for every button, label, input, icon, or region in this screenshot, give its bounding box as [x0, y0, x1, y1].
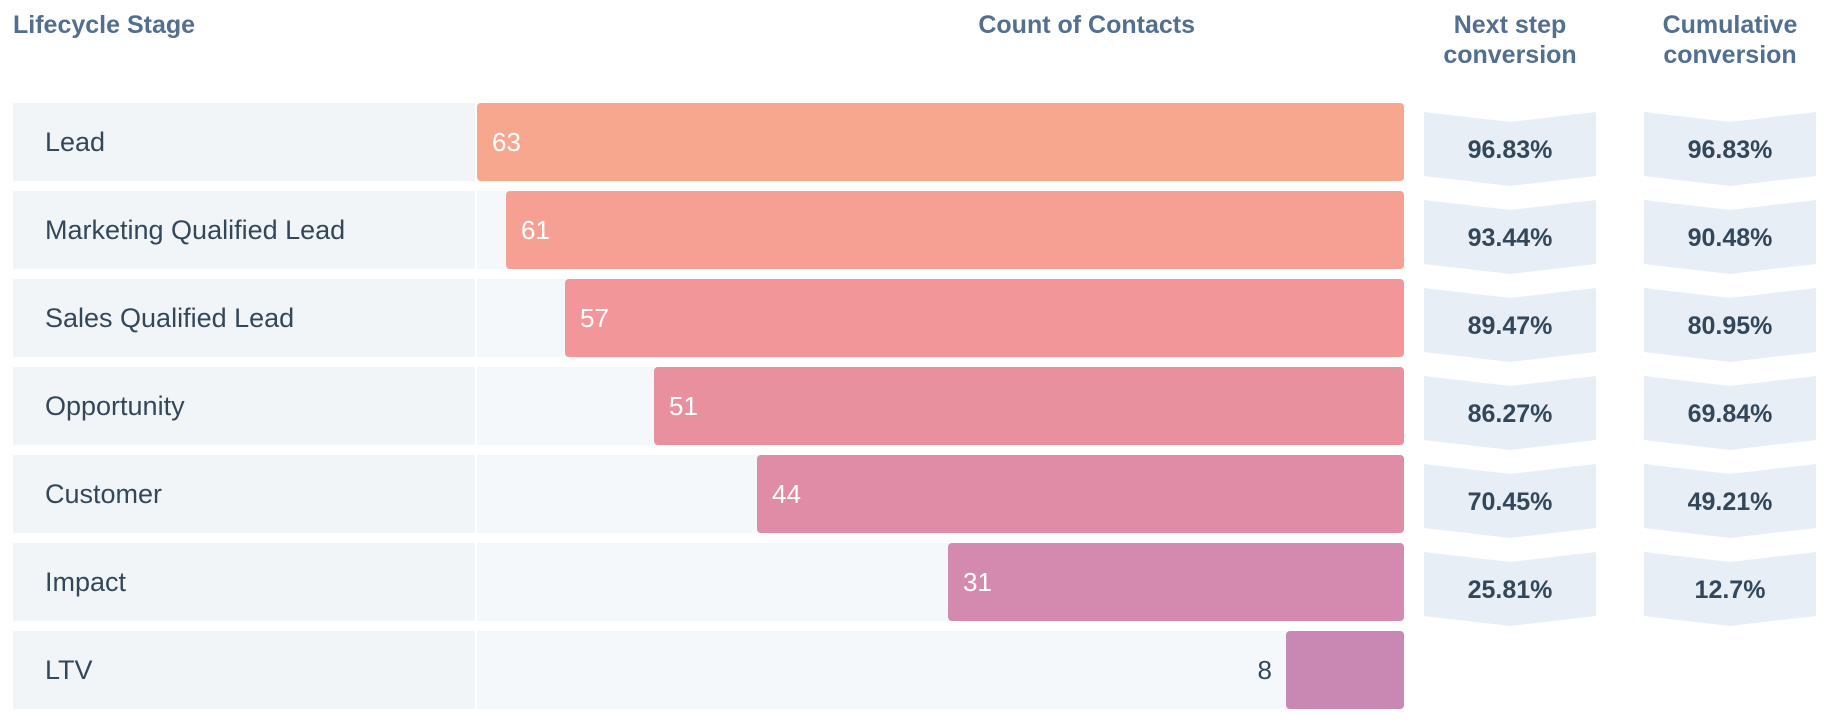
stage-label-cell: [13, 103, 475, 181]
conversion-value: 70.45%: [1467, 488, 1553, 516]
cumulative-header-line1: Cumulative: [1662, 11, 1798, 39]
conversion-chevron-path: [1424, 112, 1596, 186]
stage-label-cell: [13, 455, 475, 533]
conversion-value: 49.21%: [1687, 488, 1773, 516]
stage-label: Opportunity: [45, 391, 185, 421]
conversion-chevron-path: [1644, 288, 1816, 362]
stage-label: Customer: [45, 479, 163, 509]
next-step-conversion-header: Next step conversion: [1420, 10, 1600, 70]
funnel-row: Customer 44: [13, 455, 1404, 533]
conversion-value: 69.84%: [1687, 400, 1773, 428]
conversion-chevron-shape: [1644, 112, 1816, 186]
next-step-conversion-box: 25.81%: [1424, 552, 1596, 626]
bar-value-label: 31: [963, 567, 992, 597]
funnel-bar[interactable]: [757, 455, 1404, 533]
next-step-conversion-box: 86.27%: [1424, 376, 1596, 450]
bar-track: 31: [477, 543, 1404, 621]
count-of-contacts-header: Count of Contacts: [978, 11, 1195, 39]
bar-track: 8: [477, 631, 1404, 709]
conversion-chevron-shape: [1644, 376, 1816, 450]
conversion-chevron-shape: [1424, 552, 1596, 626]
stage-label-cell: [13, 631, 475, 709]
bar-track: 63: [477, 103, 1404, 181]
cumulative-conversion-box: 69.84%: [1644, 376, 1816, 450]
funnel-bar[interactable]: [506, 191, 1404, 269]
next-step-conversion-box: 89.47%: [1424, 288, 1596, 362]
stage-label-cell: [13, 279, 475, 357]
funnel-row: LTV 8: [13, 631, 1404, 709]
cumulative-header-line2: conversion: [1663, 41, 1797, 69]
conversion-value: 93.44%: [1467, 224, 1553, 252]
stage-label: Sales Qualified Lead: [45, 303, 295, 333]
conversion-chevron-shape: [1424, 376, 1596, 450]
bar-track: 57: [477, 279, 1404, 357]
stage-label: Lead: [45, 127, 106, 157]
bar-track: 51: [477, 367, 1404, 445]
conversion-chevron-path: [1424, 376, 1596, 450]
bar-value-label: 44: [772, 479, 801, 509]
next-step-conversion-box: 70.45%: [1424, 464, 1596, 538]
bar-track: 44: [477, 455, 1404, 533]
conversion-chevron-path: [1644, 112, 1816, 186]
funnel-bar[interactable]: [1286, 631, 1404, 709]
bar-value-label: 57: [580, 303, 609, 333]
conversion-value: 90.48%: [1687, 224, 1773, 252]
conversion-value: 86.27%: [1467, 400, 1553, 428]
conversion-chevron-path: [1644, 552, 1816, 626]
cumulative-conversion-box: 49.21%: [1644, 464, 1816, 538]
stage-label: LTV: [45, 655, 93, 685]
conversion-chevron-shape: [1644, 288, 1816, 362]
conversion-chevron-path: [1424, 288, 1596, 362]
conversion-value: 96.83%: [1467, 136, 1553, 164]
cumulative-conversion-box: 90.48%: [1644, 200, 1816, 274]
bar-value-label: 63: [492, 127, 521, 157]
funnel-bar[interactable]: [477, 103, 1404, 181]
funnel-row: Lead 63: [13, 103, 1404, 181]
cumulative-conversion-box: 12.7%: [1644, 552, 1816, 626]
conversion-chevron-path: [1644, 464, 1816, 538]
funnel-row: Sales Qualified Lead 57: [13, 279, 1404, 357]
next-step-header-line1: Next step: [1453, 11, 1567, 39]
bar-value-label: 61: [521, 215, 550, 245]
cumulative-conversion-box: 96.83%: [1644, 112, 1816, 186]
conversion-chevron-path: [1644, 200, 1816, 274]
stage-label-cell: [13, 367, 475, 445]
funnel-row: Opportunity 51: [13, 367, 1404, 445]
stage-label-cell: [13, 543, 475, 621]
next-step-conversion-box: 93.44%: [1424, 200, 1596, 274]
stage-label: Impact: [45, 567, 127, 597]
conversion-chevron-path: [1424, 464, 1596, 538]
funnel-row: Impact 31: [13, 543, 1404, 621]
conversion-value: 89.47%: [1467, 312, 1553, 340]
lifecycle-stage-header: Lifecycle Stage: [13, 11, 196, 39]
funnel-bar[interactable]: [565, 279, 1404, 357]
cumulative-conversion-header: Cumulative conversion: [1640, 10, 1820, 70]
next-step-header-line2: conversion: [1443, 41, 1577, 69]
conversion-chevron-shape: [1424, 200, 1596, 274]
stage-label-cell: [13, 191, 475, 269]
conversion-chevron-shape: [1644, 200, 1816, 274]
funnel-bar[interactable]: [654, 367, 1404, 445]
bar-value-label: 51: [669, 391, 698, 421]
conversion-value: 80.95%: [1687, 312, 1773, 340]
conversion-chevron-path: [1644, 376, 1816, 450]
conversion-chevron-shape: [1424, 464, 1596, 538]
conversion-chevron-path: [1424, 200, 1596, 274]
conversion-chevron-shape: [1644, 464, 1816, 538]
conversion-value: 25.81%: [1467, 576, 1553, 604]
next-step-conversion-box: 96.83%: [1424, 112, 1596, 186]
bar-track: 61: [477, 191, 1404, 269]
conversion-chevron-shape: [1424, 288, 1596, 362]
cumulative-conversion-box: 80.95%: [1644, 288, 1816, 362]
conversion-value: 96.83%: [1687, 136, 1773, 164]
conversion-chevron-shape: [1424, 112, 1596, 186]
conversion-value: 12.7%: [1694, 576, 1766, 604]
stage-label: Marketing Qualified Lead: [45, 215, 346, 245]
bar-value-label: 8: [1257, 655, 1272, 685]
conversion-chevron-shape: [1644, 552, 1816, 626]
funnel-bar[interactable]: [948, 543, 1404, 621]
funnel-row: Marketing Qualified Lead 61: [13, 191, 1404, 269]
conversion-chevron-path: [1424, 552, 1596, 626]
